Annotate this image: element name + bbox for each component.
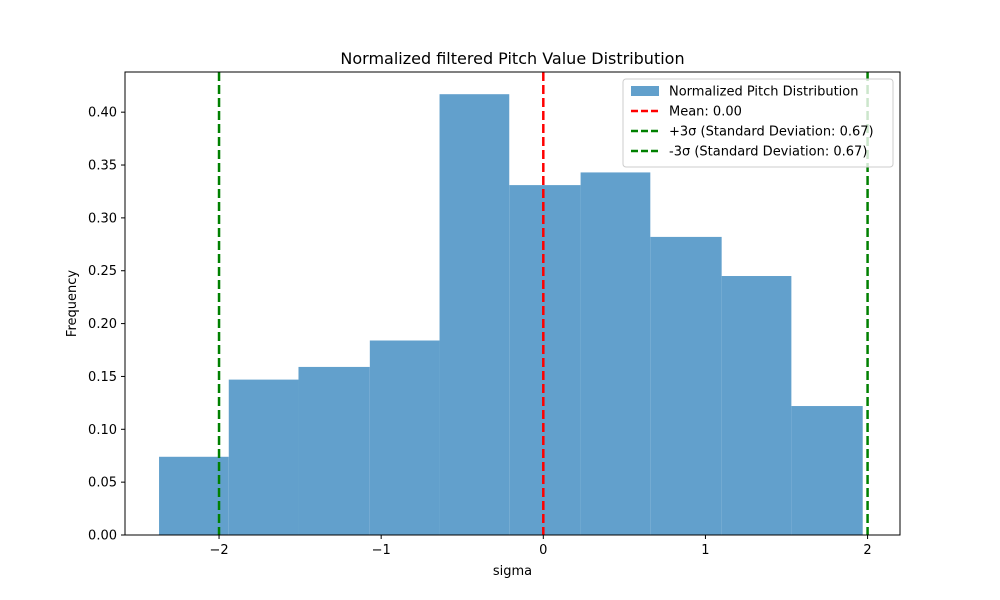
y-tick-label: 0.05 <box>88 476 117 491</box>
legend-box <box>622 78 894 168</box>
x-axis-label: sigma <box>493 564 532 579</box>
x-tick-label: −2 <box>209 543 228 558</box>
y-tick-label: 0.25 <box>88 264 117 279</box>
legend-entry-label: +3σ (Standard Deviation: 0.67) <box>669 125 874 140</box>
histogram-bar-6 <box>509 185 581 535</box>
y-tick-label: 0.20 <box>88 317 117 332</box>
y-tick-label: 0.15 <box>88 370 117 385</box>
x-axis-ticks: −2 −1 0 1 2 <box>209 535 872 558</box>
plot-area-frame <box>124 71 901 536</box>
chart-title: Normalized filtered Pitch Value Distribu… <box>340 49 684 68</box>
y-tick-label: 0.30 <box>88 211 117 226</box>
legend-entry-label: Normalized Pitch Distribution <box>669 85 858 100</box>
x-tick-label: 1 <box>701 543 709 558</box>
legend: Normalized Pitch Distribution Mean: 0.00 +… <box>622 78 894 168</box>
histogram-bar-5 <box>439 94 510 535</box>
legend-entry-label: -3σ (Standard Deviation: 0.67) <box>669 145 867 160</box>
y-axis-ticks: 0.00 0.05 0.10 0.15 0.20 0.25 0.30 0.35 0.40 <box>88 106 125 544</box>
reference-lines <box>217 72 869 535</box>
y-axis-label: Frequency <box>65 270 80 337</box>
histogram-bar-7 <box>580 172 651 536</box>
legend-swatch-patch <box>631 86 659 96</box>
y-tick-label: 0.35 <box>88 159 117 174</box>
histogram-bar-10 <box>791 406 863 535</box>
x-tick-label: −1 <box>372 543 391 558</box>
histogram-bar-1 <box>159 456 229 535</box>
y-tick-label: 0.00 <box>88 529 117 544</box>
histogram-bar-8 <box>650 236 722 535</box>
legend-entry-label: Mean: 0.00 <box>669 105 742 120</box>
histogram-bar-4 <box>369 340 440 535</box>
histogram-bars <box>159 94 863 536</box>
histogram-bar-9 <box>721 276 792 535</box>
x-tick-label: 2 <box>863 543 871 558</box>
y-tick-label: 0.40 <box>88 106 117 121</box>
y-tick-label: 0.10 <box>88 423 117 438</box>
histogram-bar-3 <box>298 366 370 535</box>
histogram-bar-2 <box>228 379 299 535</box>
x-tick-label: 0 <box>539 543 547 558</box>
